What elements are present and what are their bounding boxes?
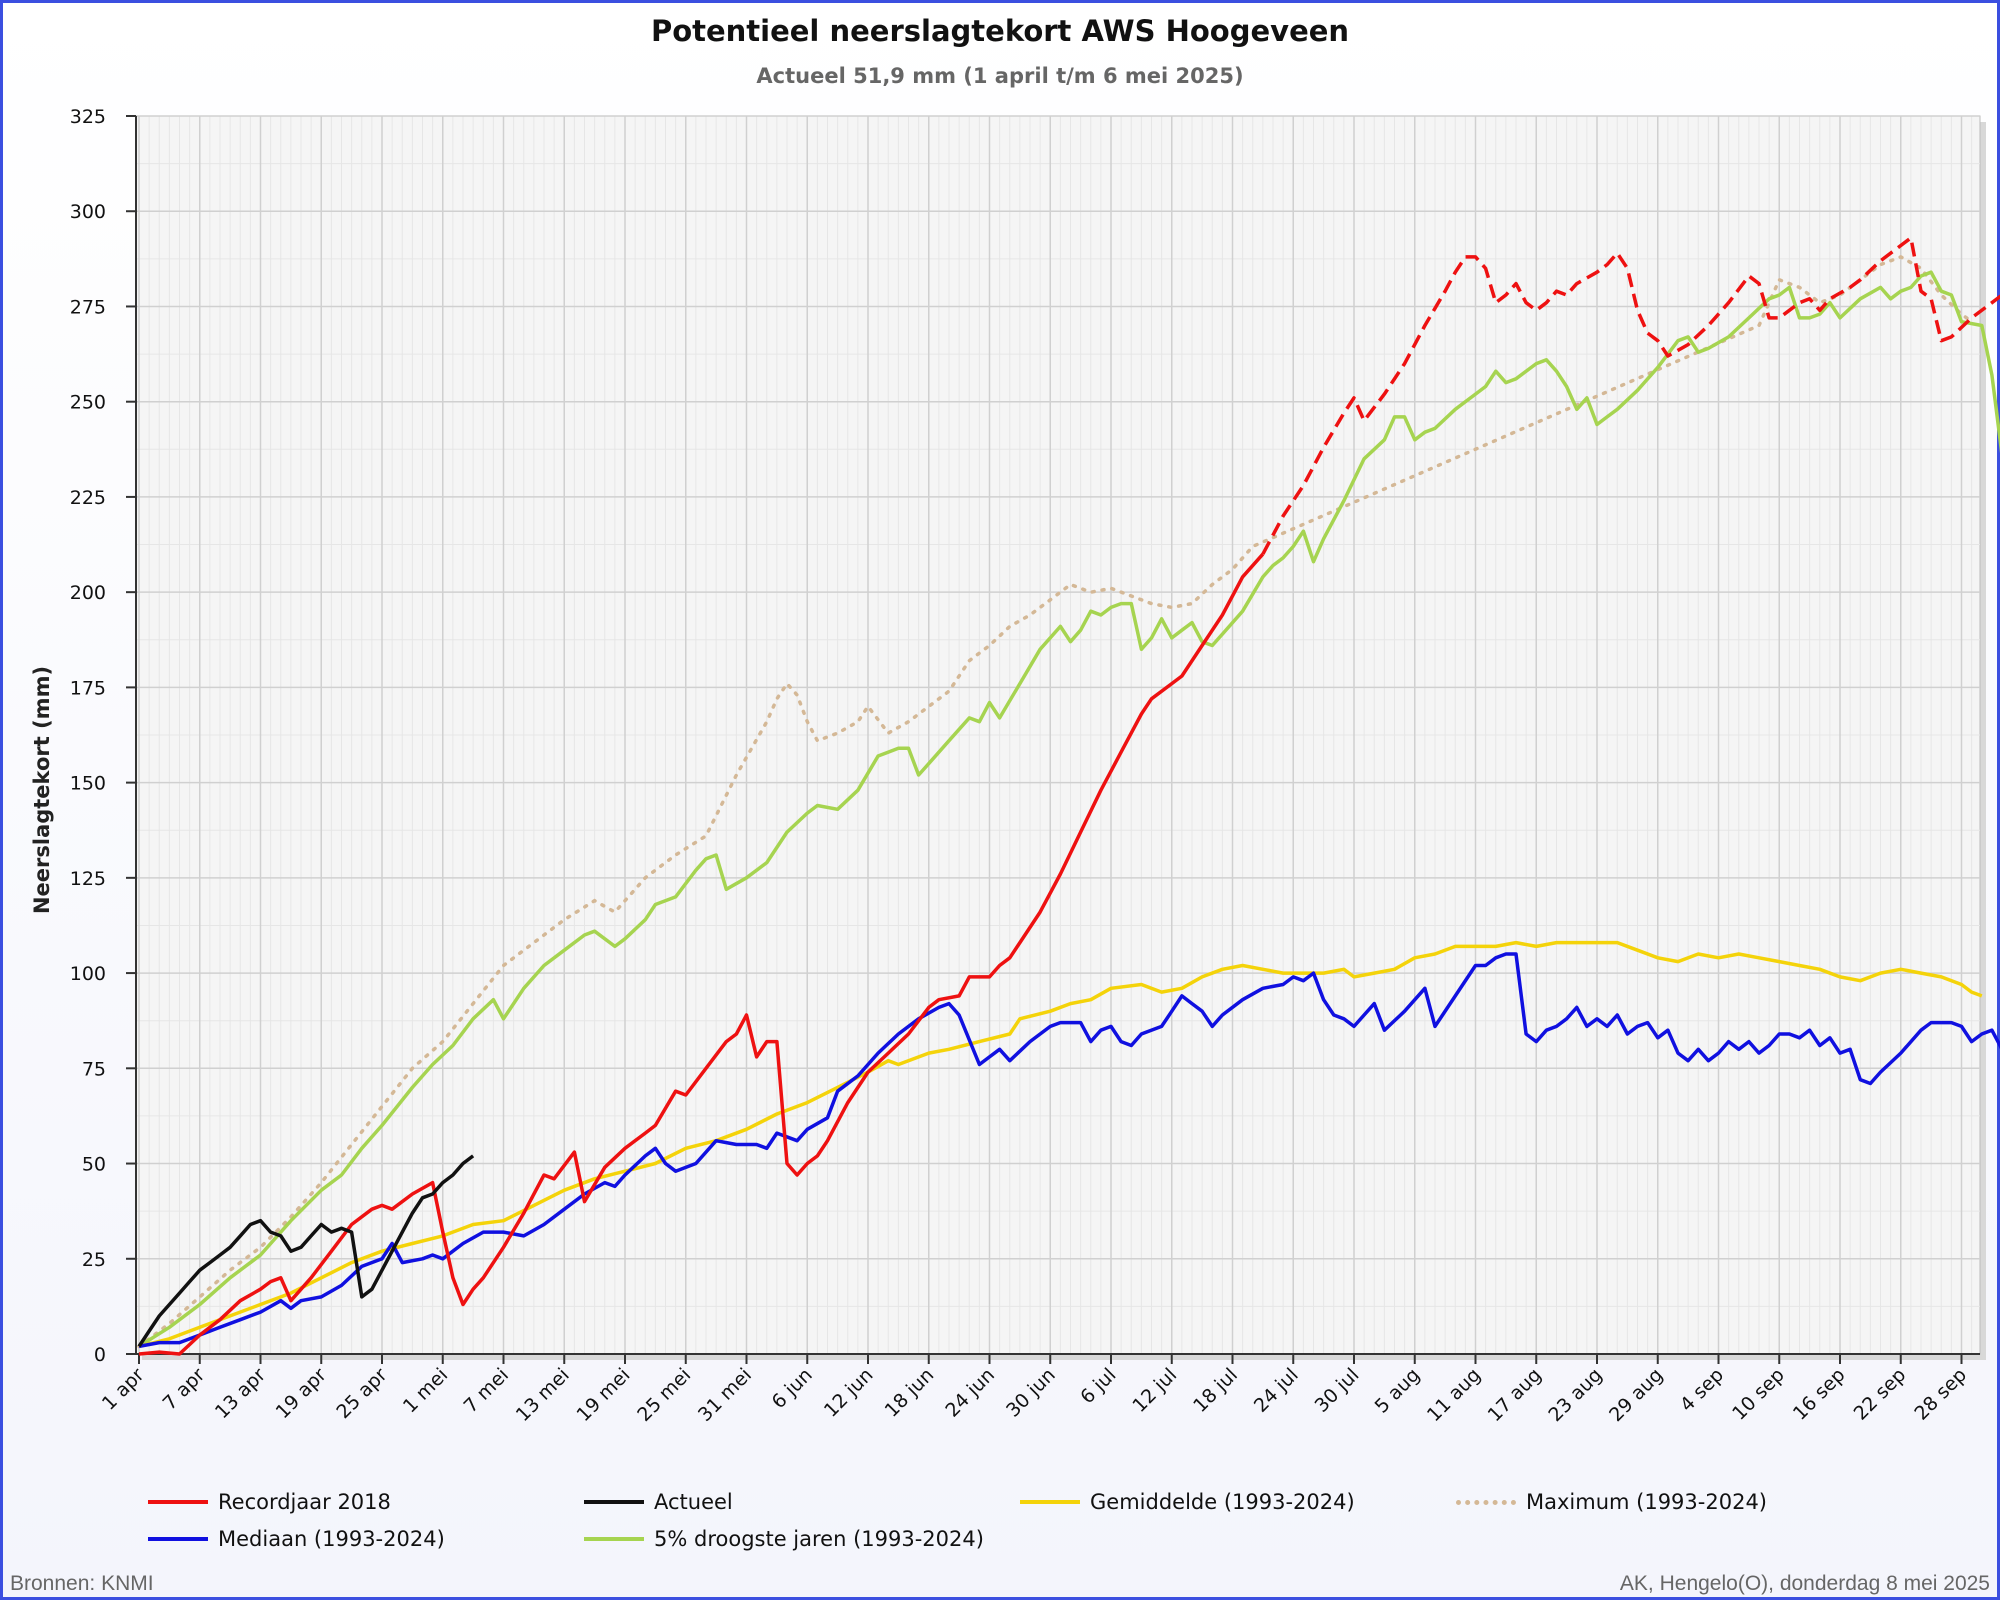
source-note: Bronnen: KNMI <box>10 1572 154 1595</box>
x-tick-label: 12 jun <box>820 1364 878 1422</box>
x-ticks: 1 apr 7 apr 13 apr 19 apr 25 apr 1 mei 7 mei13… <box>98 1354 1971 1426</box>
x-tick-label: 25 mei <box>633 1364 695 1426</box>
x-tick-label: 24 jul <box>1250 1364 1303 1417</box>
x-tick-label: 11 aug <box>1423 1364 1485 1426</box>
series-line-5-droogste-jaren-1993-2024 <box>138 270 2000 1348</box>
x-tick-label: 1 apr <box>98 1364 149 1415</box>
x-tick-label: 18 jul <box>1189 1364 1242 1417</box>
y-tick-label: 50 <box>82 1154 106 1176</box>
series-line-recordjaar-2018-dashed <box>1261 236 2000 555</box>
x-tick-label: 30 jul <box>1311 1364 1364 1417</box>
y-tick-label: 225 <box>70 487 106 509</box>
x-tick-label: 10 sep <box>1728 1364 1789 1425</box>
x-tick-label: 18 jun <box>881 1364 939 1422</box>
x-tick-label: 19 mei <box>573 1364 635 1426</box>
series-line-maximum-1993-2024 <box>137 254 1974 1349</box>
x-tick-label: 29 aug <box>1605 1364 1667 1426</box>
x-tick-label: 13 apr <box>211 1364 270 1423</box>
y-tick-label: 0 <box>94 1344 106 1366</box>
y-tick-label: 200 <box>70 582 106 604</box>
y-tick-label: 325 <box>70 106 106 128</box>
series-line-actueel <box>137 1154 475 1348</box>
x-tick-label: 7 mei <box>460 1364 513 1417</box>
series-line-recordjaar-2018 <box>138 552 1265 1356</box>
y-tick-label: 125 <box>70 868 106 890</box>
x-tick-label: 4 sep <box>1676 1364 1728 1416</box>
y-tick-label: 300 <box>70 201 106 223</box>
x-tick-label: 6 jun <box>768 1364 817 1413</box>
x-tick-label: 17 aug <box>1484 1364 1546 1426</box>
y-tick-label: 175 <box>70 677 106 699</box>
credit-note: AK, Hengelo(O), donderdag 8 mei 2025 <box>1619 1572 1990 1595</box>
series-line-gemiddelde-1993-2024 <box>138 940 1983 1349</box>
y-ticks: 0 25 50 75 100 125 150 175 200 225 250 275 300 325 <box>70 106 136 1366</box>
chart-title: Potentieel neerslagtekort AWS Hoogeveen <box>650 14 1350 48</box>
x-tick-label: 28 sep <box>1910 1364 1971 1425</box>
x-tick-label: 30 jun <box>1002 1364 1060 1422</box>
x-tick-label: 23 aug <box>1544 1364 1606 1426</box>
x-tick-label: 16 sep <box>1789 1364 1850 1425</box>
x-tick-label: 24 jun <box>941 1364 999 1422</box>
y-tick-label: 150 <box>70 773 106 795</box>
x-tick-label: 5 aug <box>1371 1364 1425 1418</box>
y-tick-label: 75 <box>82 1058 106 1080</box>
x-tick-label: 6 jul <box>1076 1364 1120 1408</box>
x-tick-label: 12 jul <box>1128 1364 1181 1417</box>
x-tick-label: 13 mei <box>512 1364 574 1426</box>
x-tick-label: 22 sep <box>1850 1364 1911 1425</box>
y-tick-label: 275 <box>70 296 106 318</box>
series-line-mediaan-1993-2024 <box>138 952 2000 1349</box>
chart-subtitle: Actueel 51,9 mm (1 april t/m 6 mei 2025) <box>756 64 1244 88</box>
x-tick-label: 1 mei <box>399 1364 452 1417</box>
y-tick-label: 25 <box>82 1249 106 1271</box>
x-tick-label: 7 apr <box>159 1364 210 1415</box>
x-tick-label: 25 apr <box>332 1364 391 1423</box>
series <box>137 236 2000 1356</box>
x-tick-label: 31 mei <box>694 1364 756 1426</box>
x-tick-label: 19 apr <box>272 1364 331 1423</box>
y-tick-label: 250 <box>70 392 106 414</box>
y-tick-label: 100 <box>70 963 106 985</box>
